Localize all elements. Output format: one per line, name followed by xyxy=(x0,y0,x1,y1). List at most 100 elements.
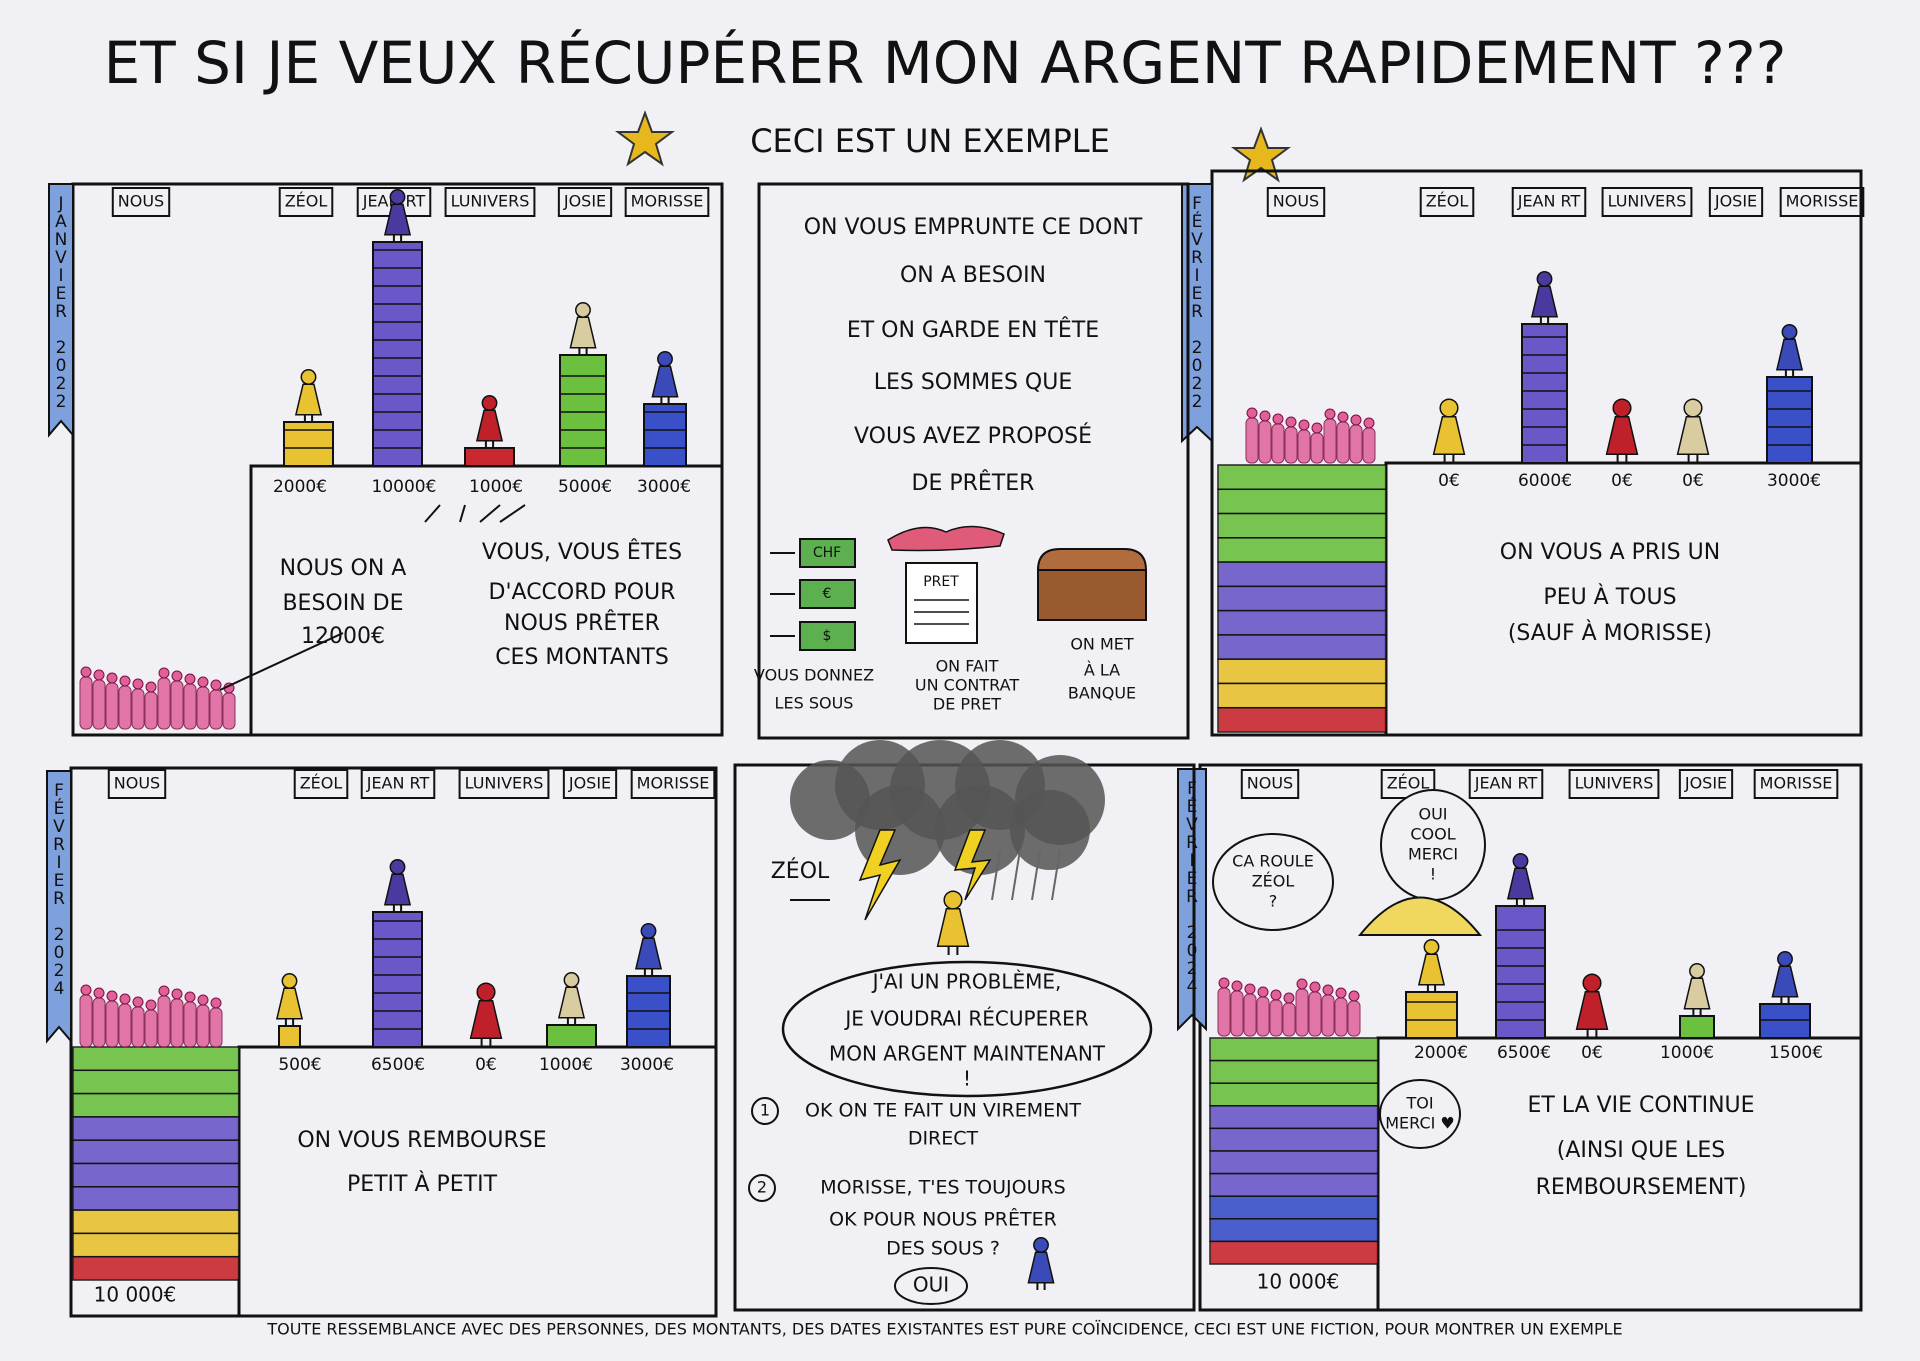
crowd-head xyxy=(197,676,209,688)
panel-text: VOUS AVEZ PROPOSÉ xyxy=(854,423,1092,449)
month-ribbon xyxy=(1177,768,1207,1032)
crowd-head xyxy=(1296,978,1308,990)
total-amount: 10 000€ xyxy=(1257,1270,1340,1294)
panel-text: ON VOUS EMPRUNTE CE DONT xyxy=(804,215,1143,240)
crowd-person xyxy=(1310,432,1324,464)
option-text: DES SOUS ? xyxy=(886,1238,1000,1260)
crowd-head xyxy=(145,681,157,693)
panel-frame xyxy=(71,182,724,737)
crowd-person xyxy=(1245,417,1259,464)
crowd-person xyxy=(1269,999,1283,1037)
figure-head xyxy=(1781,324,1798,340)
stack-block xyxy=(1217,512,1387,539)
panel-text: DE PRÊTER xyxy=(912,470,1035,496)
stack-block xyxy=(1209,1105,1379,1130)
amount: 6000€ xyxy=(1518,471,1572,491)
crowd-head xyxy=(158,985,170,997)
crowd-person xyxy=(1217,987,1231,1037)
crowd-head xyxy=(1272,413,1284,425)
treasure-chest xyxy=(1037,569,1147,621)
name-box xyxy=(1708,187,1764,217)
crowd-person xyxy=(1323,418,1337,464)
crowd-person xyxy=(1256,996,1270,1037)
person-name: ZÉOL xyxy=(300,774,343,793)
pedestal xyxy=(283,421,334,467)
page-title: ET SI JE VEUX RÉCUPÉRER MON ARGENT RAPID… xyxy=(104,28,1787,97)
crowd-person xyxy=(1349,424,1363,464)
panel-text: NOUS ON A xyxy=(280,556,407,581)
name-box xyxy=(630,769,716,799)
stack-block xyxy=(1217,585,1387,612)
crowd-person xyxy=(79,676,93,730)
arrow xyxy=(499,504,526,523)
person-name: MORISSE xyxy=(1760,774,1833,793)
crowd-person xyxy=(183,1001,197,1048)
person-name: JEAN RT xyxy=(366,774,430,793)
handshake xyxy=(887,525,1005,552)
amount: 6500€ xyxy=(1497,1043,1551,1063)
crowd-person xyxy=(92,997,106,1048)
figure-head xyxy=(389,189,406,205)
crowd-person xyxy=(157,677,171,730)
contract xyxy=(905,562,978,644)
panel-text: NOUS PRÊTER xyxy=(504,610,660,636)
person-name: NOUS xyxy=(114,774,160,793)
panel-frame xyxy=(757,182,1190,740)
person-name: ZÉOL xyxy=(1387,774,1430,793)
stack-block xyxy=(72,1162,240,1188)
amount: 1000€ xyxy=(539,1055,593,1075)
crowd-head xyxy=(106,672,118,684)
caption: BANQUE xyxy=(1068,684,1136,703)
speech-bubble xyxy=(1379,1079,1461,1149)
amount: 3000€ xyxy=(620,1055,674,1075)
crowd-person xyxy=(144,1009,158,1048)
crowd-head xyxy=(1298,419,1310,431)
name-box xyxy=(107,769,167,799)
name-box xyxy=(1266,187,1326,217)
name-box xyxy=(293,769,349,799)
stack-block xyxy=(72,1232,240,1258)
arrow xyxy=(459,504,466,523)
month-ribbon xyxy=(46,770,72,1044)
amount: 5000€ xyxy=(558,477,612,497)
crowd-person xyxy=(1282,1002,1296,1037)
crowd-person xyxy=(1295,988,1309,1037)
option-number: 2 xyxy=(757,1178,767,1197)
person-name: MORISSE xyxy=(631,192,704,211)
stack-block xyxy=(1217,658,1387,685)
figure-head xyxy=(281,973,298,989)
person-name: JEAN RT xyxy=(1474,774,1538,793)
total-amount: 10 000€ xyxy=(94,1283,177,1307)
pedestal xyxy=(372,241,423,467)
pedestal xyxy=(1759,1003,1811,1039)
crowd-head xyxy=(93,987,105,999)
stack-block xyxy=(1209,1127,1379,1152)
crowd-person xyxy=(1230,990,1244,1037)
speech-text: ZÉOL xyxy=(1252,872,1295,891)
name-box xyxy=(111,187,171,217)
storm-cloud xyxy=(1010,790,1090,870)
crowd-head xyxy=(1244,983,1256,995)
stack-block xyxy=(72,1255,240,1281)
crowd-head xyxy=(1218,977,1230,989)
speech-text: TOI xyxy=(1405,1094,1433,1113)
reply-text: OUI xyxy=(913,1273,949,1297)
person-name: JOSIE xyxy=(1714,192,1757,211)
crowd-person xyxy=(170,680,184,730)
option-text: MORISSE, T'ES TOUJOURS xyxy=(820,1177,1066,1199)
person-name: JOSIE xyxy=(563,192,606,211)
crowd-person xyxy=(170,998,184,1048)
panel-text: VOUS, VOUS ÊTES xyxy=(482,539,682,565)
speech-text: J'AI UN PROBLÈME, xyxy=(871,970,1062,994)
person-name: MORISSE xyxy=(1786,192,1859,211)
name-box xyxy=(360,769,436,799)
crowd-person xyxy=(1297,429,1311,464)
lightning xyxy=(953,829,992,901)
person-name: ZÉOL xyxy=(1426,192,1469,211)
stack-block xyxy=(1209,1172,1379,1197)
amount: 1000€ xyxy=(469,477,523,497)
crowd-person xyxy=(183,683,197,730)
pedestal xyxy=(1405,991,1458,1039)
name-box xyxy=(1678,769,1734,799)
crowd-head xyxy=(1231,980,1243,992)
